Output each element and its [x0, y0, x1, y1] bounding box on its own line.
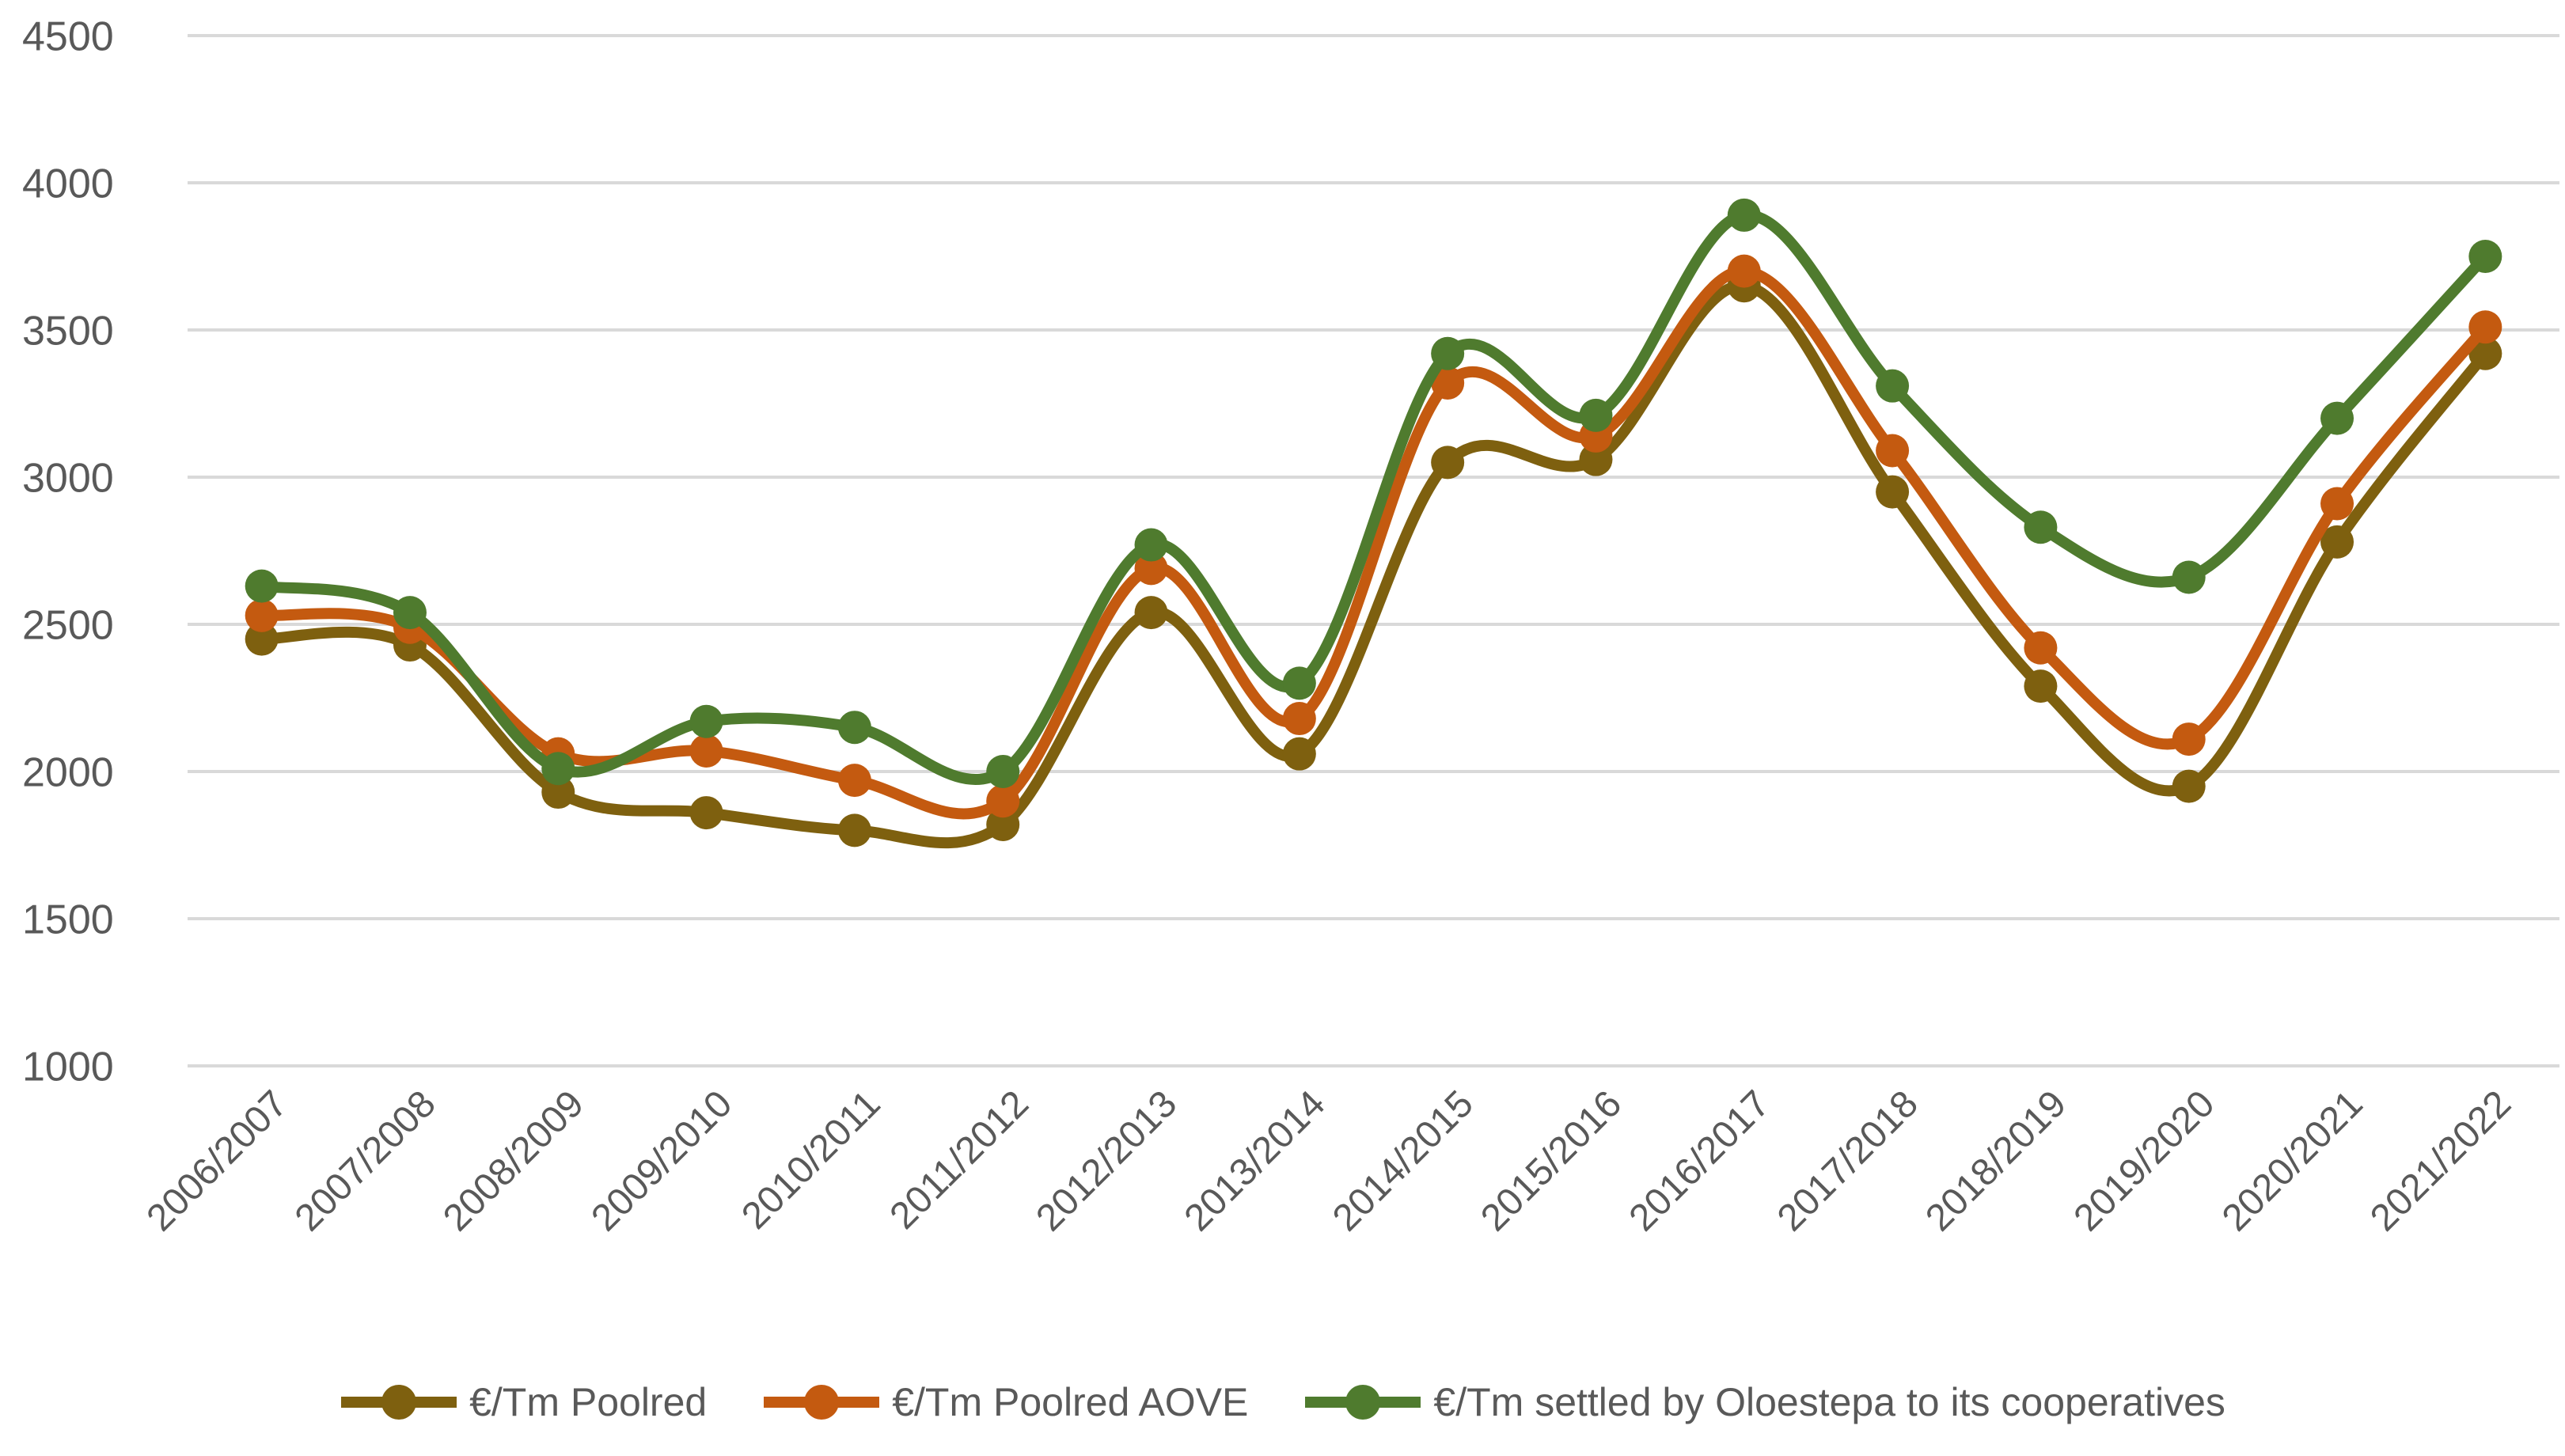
- data-point-marker: [393, 596, 427, 630]
- series-line: [256, 280, 2491, 849]
- y-axis-tick-label: 1500: [22, 897, 114, 943]
- y-axis-tick-label: 4500: [22, 14, 114, 60]
- data-point-marker: [2468, 240, 2502, 273]
- legend-item: €/Tm Poolred: [340, 1378, 707, 1426]
- x-axis-tick-label: 2015/2016: [1473, 1083, 1630, 1239]
- x-axis-tick-label: 2014/2015: [1325, 1083, 1482, 1239]
- y-axis-tick-label: 3000: [22, 456, 114, 502]
- x-axis-tick-label: 2020/2021: [2214, 1083, 2371, 1239]
- data-point-marker: [2172, 769, 2206, 803]
- x-axis-tick-label: 2017/2018: [1770, 1083, 1926, 1239]
- data-point-marker: [245, 622, 279, 656]
- data-point-marker: [1282, 737, 1316, 771]
- x-axis-tick-label: 2019/2020: [2066, 1083, 2223, 1239]
- legend-line-marker-icon: [341, 1385, 457, 1420]
- data-point-marker: [2172, 722, 2206, 756]
- x-axis-tick-label: 2018/2019: [1918, 1083, 2074, 1239]
- x-axis-tick-label: 2007/2008: [287, 1083, 444, 1239]
- series-line: [256, 265, 2491, 820]
- x-axis-tick-label: 2009/2010: [583, 1083, 740, 1239]
- data-point-marker: [1579, 398, 1613, 432]
- x-axis-tick-label: 2010/2011: [734, 1083, 888, 1237]
- data-point-marker: [2024, 631, 2058, 665]
- y-axis-tick-label: 2000: [22, 750, 114, 796]
- data-point-marker: [986, 755, 1020, 788]
- legend-label: €/Tm Poolred: [469, 1380, 708, 1424]
- data-point-marker: [689, 796, 723, 830]
- data-point-marker: [541, 775, 575, 810]
- y-axis-tick-label: 3500: [22, 309, 114, 355]
- x-axis-tick-label: 2016/2017: [1622, 1083, 1778, 1239]
- data-point-marker: [986, 784, 1020, 818]
- x-axis-tick-label: 2021/2022: [2362, 1083, 2519, 1239]
- legend-line-marker-icon: [1305, 1385, 1421, 1420]
- data-point-marker: [245, 569, 279, 603]
- data-point-marker: [1431, 336, 1465, 370]
- y-axis-tick-label: 2500: [22, 603, 114, 649]
- data-point-marker: [2468, 336, 2502, 370]
- data-point-marker: [1134, 596, 1168, 630]
- x-axis-tick-label: 2006/2007: [139, 1083, 296, 1239]
- x-axis-tick-label: 2012/2013: [1028, 1083, 1185, 1239]
- data-point-marker: [1282, 666, 1316, 700]
- data-point-marker: [2468, 310, 2502, 344]
- x-axis-tick-label: 2013/2014: [1177, 1083, 1334, 1239]
- x-axis-tick-label: 2011/2012: [882, 1083, 1037, 1237]
- y-axis-tick-label: 4000: [22, 161, 114, 207]
- y-axis-tick-label: 1000: [22, 1045, 114, 1090]
- data-point-marker: [1431, 366, 1465, 400]
- data-point-marker: [1727, 254, 1761, 288]
- legend-item: €/Tm settled by Oloestepa to its coopera…: [1303, 1378, 2225, 1426]
- data-point-marker: [2320, 525, 2354, 559]
- legend-label: €/Tm settled by Oloestepa to its coopera…: [1433, 1380, 2225, 1424]
- data-point-marker: [837, 764, 871, 798]
- data-point-marker: [541, 752, 575, 786]
- data-point-marker: [1579, 442, 1613, 476]
- data-point-marker: [1876, 475, 1910, 509]
- data-point-marker: [986, 807, 1020, 841]
- data-point-marker: [2320, 487, 2354, 521]
- data-point-marker: [1431, 446, 1465, 480]
- data-point-marker: [1876, 434, 1910, 468]
- legend-item: €/Tm Poolred AOVE: [762, 1378, 1248, 1426]
- data-point-marker: [689, 734, 723, 768]
- data-point-marker: [689, 704, 723, 738]
- legend-line-marker-icon: [764, 1385, 880, 1420]
- series-line: [256, 209, 2491, 786]
- x-axis-tick-label: 2008/2009: [435, 1083, 592, 1239]
- data-point-marker: [1134, 528, 1168, 562]
- data-point-marker: [2320, 401, 2354, 435]
- data-point-marker: [2172, 560, 2206, 594]
- data-point-marker: [245, 598, 279, 632]
- data-point-marker: [837, 813, 871, 847]
- chart-legend: €/Tm Poolred €/Tm Poolred AOVE €/Tm settle…: [0, 1378, 2565, 1426]
- data-point-marker: [1282, 702, 1316, 736]
- data-point-marker: [1876, 369, 1910, 403]
- data-point-marker: [1727, 198, 1761, 232]
- data-point-marker: [837, 711, 871, 745]
- legend-label: €/Tm Poolred AOVE: [892, 1380, 1249, 1424]
- data-point-marker: [2024, 669, 2058, 703]
- data-point-marker: [1134, 552, 1168, 586]
- data-point-marker: [2024, 510, 2058, 544]
